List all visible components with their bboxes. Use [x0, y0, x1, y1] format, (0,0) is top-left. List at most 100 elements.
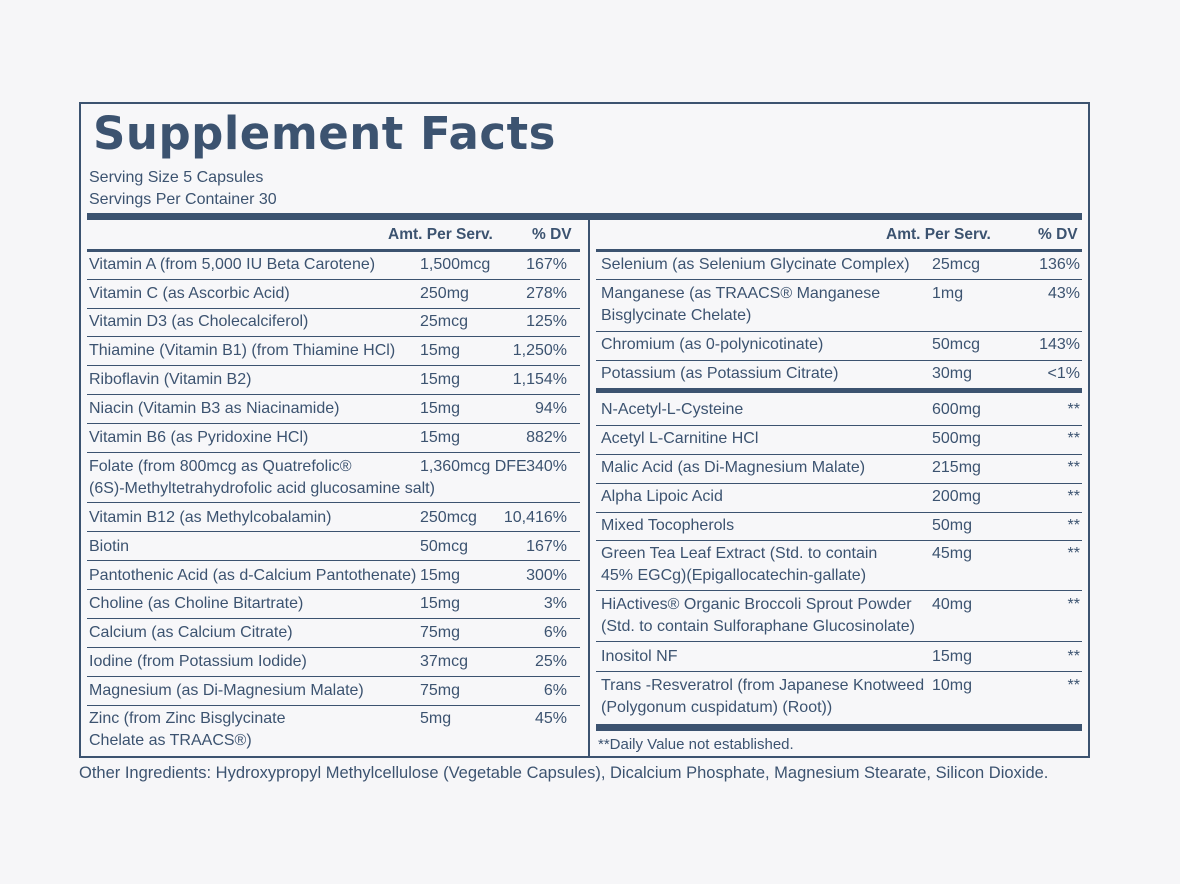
row-separator — [87, 502, 580, 503]
nutrient-amount: 215mg — [932, 459, 981, 476]
nutrient-daily-value: 340% — [526, 458, 567, 475]
nutrient-daily-value: 300% — [526, 567, 567, 584]
nutrient-daily-value: 278% — [526, 285, 567, 302]
row-separator — [87, 618, 580, 619]
nutrient-daily-value: 45% — [534, 710, 567, 727]
nutrient-name-continued: Chelate as TRAACS®) — [89, 732, 252, 749]
nutrient-daily-value: 6% — [543, 682, 567, 699]
nutrient-name: Calcium (as Calcium Citrate) — [89, 624, 293, 641]
right-section-rule — [596, 388, 1082, 393]
nutrient-daily-value: ** — [1067, 488, 1080, 505]
nutrient-amount: 37mcg — [420, 653, 469, 670]
nutrient-name: Acetyl L-Carnitine HCl — [601, 430, 759, 447]
nutrient-daily-value: ** — [1067, 401, 1080, 418]
right-bottom-thick-rule — [596, 724, 1082, 731]
nutrient-daily-value: 882% — [526, 429, 567, 446]
nutrient-amount: 15mg — [420, 567, 461, 584]
row-separator — [596, 540, 1082, 541]
row-separator — [87, 452, 580, 453]
nutrient-daily-value: ** — [1067, 545, 1080, 562]
nutrient-daily-value: ** — [1067, 648, 1080, 665]
nutrient-name: Magnesium (as Di-Magnesium Malate) — [89, 682, 364, 699]
nutrient-amount: 75mg — [420, 682, 461, 699]
nutrient-daily-value: ** — [1067, 677, 1080, 694]
row-separator — [87, 705, 580, 706]
row-separator — [596, 279, 1082, 280]
nutrient-daily-value: ** — [1067, 430, 1080, 447]
nutrient-daily-value: 10,416% — [503, 509, 567, 526]
row-separator — [87, 531, 580, 532]
nutrient-amount: 15mg — [420, 429, 461, 446]
nutrient-amount: 50mg — [932, 517, 973, 534]
nutrient-daily-value: 125% — [526, 313, 567, 330]
nutrient-name: Selenium (as Selenium Glycinate Complex) — [601, 256, 910, 273]
nutrient-daily-value: 43% — [1047, 285, 1080, 302]
row-separator — [596, 590, 1082, 591]
column-divider — [588, 218, 590, 758]
nutrient-name: Vitamin C (as Ascorbic Acid) — [89, 285, 290, 302]
nutrient-name: HiActives® Organic Broccoli Sprout Powde… — [601, 596, 912, 613]
nutrient-name: Malic Acid (as Di-Magnesium Malate) — [601, 459, 866, 476]
nutrient-name-continued: (6S)-Methyltetrahydrofolic acid glucosam… — [89, 480, 435, 497]
nutrient-amount: 1mg — [932, 285, 964, 302]
header-thick-rule — [87, 213, 1082, 220]
nutrient-name: Trans -Resveratrol (from Japanese Knotwe… — [601, 677, 925, 694]
nutrient-name: Vitamin B6 (as Pyridoxine HCl) — [89, 429, 309, 446]
nutrient-name: Vitamin B12 (as Methylcobalamin) — [89, 509, 332, 526]
nutrient-daily-value: 143% — [1039, 336, 1080, 353]
nutrient-amount: 600mg — [932, 401, 981, 418]
other-ingredients: Other Ingredients: Hydroxypropyl Methylc… — [79, 764, 1049, 782]
row-separator — [87, 365, 580, 366]
left-dv-header: % DV — [532, 226, 572, 243]
serving-size: Serving Size 5 Capsules — [89, 169, 264, 186]
nutrient-amount: 25mcg — [420, 313, 469, 330]
nutrient-name: Niacin (Vitamin B3 as Niacinamide) — [89, 400, 340, 417]
nutrient-daily-value: 94% — [534, 400, 567, 417]
nutrient-name-continued: (Std. to contain Sulforaphane Glucosinol… — [601, 618, 915, 635]
row-separator — [87, 394, 580, 395]
row-separator — [596, 512, 1082, 513]
nutrient-daily-value: ** — [1067, 596, 1080, 613]
nutrient-daily-value: 6% — [543, 624, 567, 641]
nutrient-name-continued: Bisglycinate Chelate) — [601, 307, 752, 324]
daily-value-footnote: **Daily Value not established. — [598, 736, 794, 753]
nutrient-amount: 15mg — [420, 595, 461, 612]
nutrient-amount: 1,500mcg — [420, 256, 491, 273]
row-separator — [87, 676, 580, 677]
right-dv-header: % DV — [1038, 226, 1078, 243]
nutrient-name: Green Tea Leaf Extract (Std. to contain — [601, 545, 878, 562]
nutrient-amount: 45mg — [932, 545, 973, 562]
nutrient-daily-value: 1,250% — [512, 342, 567, 359]
nutrient-amount: 50mcg — [932, 336, 981, 353]
row-separator — [596, 454, 1082, 455]
nutrient-name: Thiamine (Vitamin B1) (from Thiamine HCl… — [89, 342, 396, 359]
servings-per-container: Servings Per Container 30 — [89, 191, 277, 208]
row-separator — [596, 671, 1082, 672]
nutrient-amount: 25mcg — [932, 256, 981, 273]
nutrient-name: Vitamin D3 (as Cholecalciferol) — [89, 313, 309, 330]
nutrient-name: Choline (as Choline Bitartrate) — [89, 595, 304, 612]
nutrient-amount: 75mg — [420, 624, 461, 641]
row-separator — [87, 308, 580, 309]
nutrient-name: N-Acetyl-L-Cysteine — [601, 401, 744, 418]
nutrient-daily-value: <1% — [1047, 365, 1080, 382]
nutrient-name: Inositol NF — [601, 648, 678, 665]
nutrient-amount: 5mg — [420, 710, 452, 727]
left-amount-header: Amt. Per Serv. — [388, 226, 493, 243]
nutrient-amount: 15mg — [420, 342, 461, 359]
row-separator — [596, 331, 1082, 332]
row-separator — [596, 360, 1082, 361]
row-separator — [596, 425, 1082, 426]
nutrient-name: Riboflavin (Vitamin B2) — [89, 371, 252, 388]
nutrient-amount: 30mg — [932, 365, 973, 382]
nutrient-amount: 50mcg — [420, 538, 469, 555]
supplement-facts-panel — [79, 102, 1090, 758]
row-separator — [87, 423, 580, 424]
nutrient-amount: 250mcg — [420, 509, 477, 526]
right-amount-header: Amt. Per Serv. — [886, 226, 991, 243]
nutrient-amount: 250mg — [420, 285, 469, 302]
nutrient-name-continued: 45% EGCg)(Epigallocatechin-gallate) — [601, 567, 867, 584]
nutrient-daily-value: 167% — [526, 256, 567, 273]
nutrient-daily-value: 25% — [534, 653, 567, 670]
nutrient-daily-value: ** — [1067, 517, 1080, 534]
